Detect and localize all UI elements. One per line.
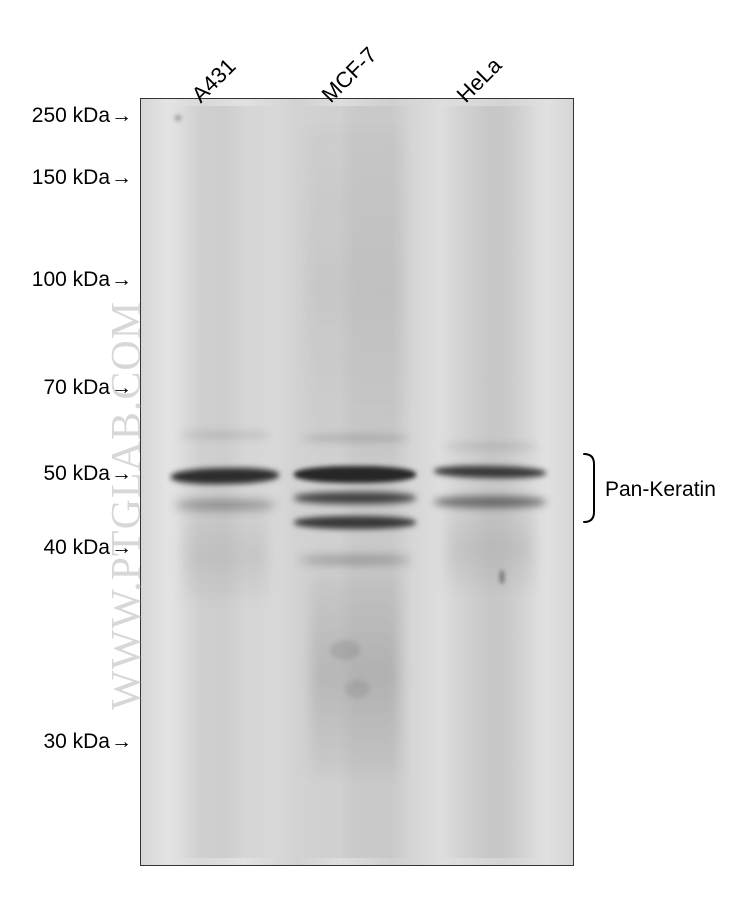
arrow-icon: → [111, 536, 132, 560]
mw-marker-label: 40 kDa→ [2, 536, 132, 560]
blot-band [443, 444, 538, 449]
mw-value: 30 kDa [43, 730, 110, 753]
figure-container: WWW.PTGLAB.COM 250 kDa→150 kDa→100 kDa→7… [0, 0, 734, 903]
mw-value: 40 kDa [43, 536, 110, 559]
blot-band [294, 492, 416, 504]
mw-value: 150 kDa [32, 166, 110, 189]
blot-smear [310, 575, 400, 775]
blot-smear [305, 130, 405, 450]
blot-smear [183, 510, 268, 600]
artifact-spot [175, 115, 181, 121]
mw-value: 250 kDa [32, 104, 110, 127]
arrow-icon: → [111, 268, 132, 292]
mw-value: 100 kDa [32, 268, 110, 291]
mw-marker-label: 250 kDa→ [2, 104, 132, 128]
watermark-text: WWW.PTGLAB.COM [103, 301, 151, 710]
artifact-spot [345, 680, 370, 698]
blot-band [294, 466, 416, 483]
arrow-icon: → [111, 730, 132, 754]
mw-value: 50 kDa [43, 462, 110, 485]
arrow-icon: → [111, 166, 132, 190]
mw-marker-label: 50 kDa→ [2, 462, 132, 486]
artifact-spot [330, 640, 360, 660]
mw-value: 70 kDa [43, 376, 110, 399]
arrow-icon: → [111, 462, 132, 486]
mw-marker-label: 30 kDa→ [2, 730, 132, 754]
blot-band [434, 496, 546, 508]
blot-band [175, 500, 275, 510]
blot-band [294, 516, 416, 529]
artifact-spot [500, 570, 504, 584]
blot-band [180, 432, 270, 438]
arrow-icon: → [111, 104, 132, 128]
annotation-label: Pan-Keratin [605, 478, 716, 502]
lane-background [440, 106, 540, 858]
mw-marker-label: 150 kDa→ [2, 166, 132, 190]
annotation-bracket [582, 452, 606, 524]
mw-marker-label: 70 kDa→ [2, 376, 132, 400]
mw-marker-label: 100 kDa→ [2, 268, 132, 292]
arrow-icon: → [111, 376, 132, 400]
blot-smear [445, 510, 535, 590]
blot-band [300, 556, 410, 564]
blot-band [303, 435, 408, 441]
